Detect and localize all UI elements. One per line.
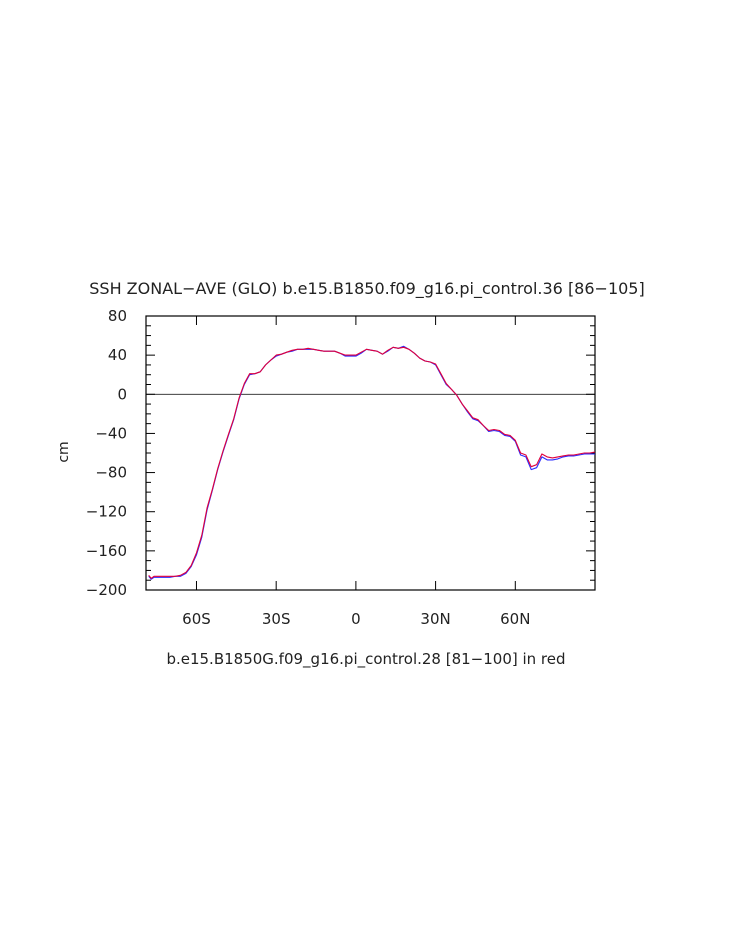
plot-frame — [145, 315, 596, 591]
y-tick-label: 80 — [108, 307, 127, 325]
y-tick-label: 40 — [108, 346, 127, 364]
y-tick-label: −200 — [86, 581, 127, 599]
y-tick-label: −120 — [86, 503, 127, 521]
x-tick-label: 60S — [182, 610, 211, 628]
x-tick-label: 30N — [420, 610, 450, 628]
x-tick-label: 60N — [500, 610, 530, 628]
y-tick-label: −160 — [86, 542, 127, 560]
y-tick-labels: 80 40 0 −40 −80 −120 −160 −200 — [86, 307, 127, 599]
x-tick-label: 0 — [351, 610, 361, 628]
chart-title: SSH ZONAL−AVE (GLO) b.e15.B1850.f09_g16.… — [89, 279, 644, 299]
series-lines — [148, 345, 596, 580]
y-axis-label: cm — [56, 441, 72, 462]
series-line-2 — [148, 346, 596, 579]
y-tick-label: 0 — [117, 385, 127, 403]
y-tick-label: −80 — [95, 464, 127, 482]
x-tick-label: 30S — [262, 610, 291, 628]
chart-subtitle: b.e15.B1850G.f09_g16.pi_control.28 [81−1… — [166, 650, 565, 669]
plot-border — [145, 315, 596, 591]
x-tick-labels: 60S 30S 0 30N 60N — [182, 610, 530, 628]
y-tick-label: −40 — [95, 424, 127, 442]
axis-ticks — [146, 315, 595, 591]
series-line-1 — [148, 345, 595, 580]
